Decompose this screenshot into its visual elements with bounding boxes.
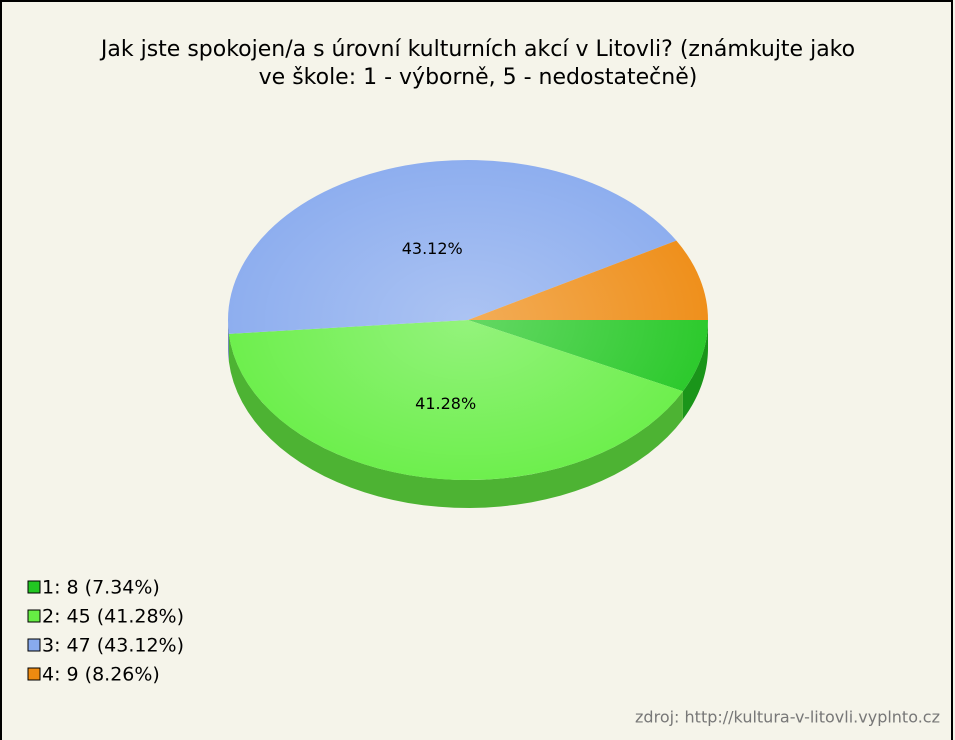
- source-note: zdroj: http://kultura-v-litovli.vyplnto.…: [635, 708, 940, 727]
- legend-swatch: [27, 580, 41, 594]
- legend-label: 2: 45 (41.28%): [42, 606, 184, 628]
- slice-label: 41.28%: [415, 394, 476, 413]
- slice-label: 43.12%: [402, 239, 463, 258]
- legend-label: 4: 9 (8.26%): [42, 664, 160, 686]
- legend-label: 1: 8 (7.34%): [42, 577, 160, 599]
- legend-swatch: [27, 609, 41, 623]
- legend-swatch: [27, 638, 41, 652]
- chart-title: ve škole: 1 - výborně, 5 - nedostatečně): [259, 65, 698, 90]
- chart-title: Jak jste spokojen/a s úrovní kulturních …: [99, 37, 855, 62]
- legend-label: 3: 47 (43.12%): [42, 635, 184, 657]
- legend-swatch: [27, 667, 41, 681]
